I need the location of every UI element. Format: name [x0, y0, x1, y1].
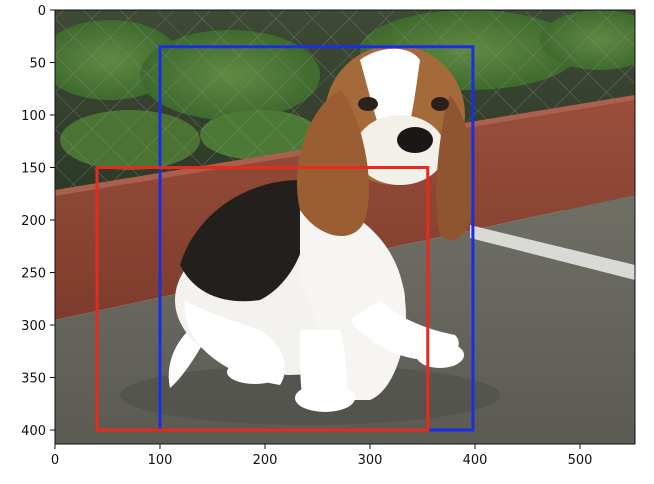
bounding-boxes [95, 45, 475, 432]
beagle-puppy [168, 45, 474, 412]
y-tick-label: 350 [21, 372, 46, 387]
y-tick-label: 0 [38, 4, 46, 19]
y-tick-label: 150 [21, 162, 46, 177]
x-tick-label: 100 [148, 453, 173, 468]
y-tick-label: 250 [21, 267, 46, 282]
x-axis: 0 100 200 300 400 500 [51, 444, 593, 468]
y-tick-label: 100 [21, 109, 46, 124]
axes-frame [54, 9, 636, 445]
white-line [470, 225, 635, 280]
y-tick-label: 400 [21, 424, 46, 439]
x-tick-label: 500 [568, 453, 593, 468]
photo [55, 10, 635, 444]
x-tick-label: 400 [463, 453, 488, 468]
y-tick-label: 50 [29, 57, 46, 72]
y-tick-label: 200 [21, 214, 46, 229]
x-tick-label: 0 [51, 453, 59, 468]
x-tick-label: 300 [358, 453, 383, 468]
bounding-box-red [95, 166, 430, 432]
y-axis: 0 50 100 150 200 250 300 350 400 [21, 4, 55, 439]
x-tick-label: 200 [253, 453, 278, 468]
y-tick-label: 300 [21, 319, 46, 334]
